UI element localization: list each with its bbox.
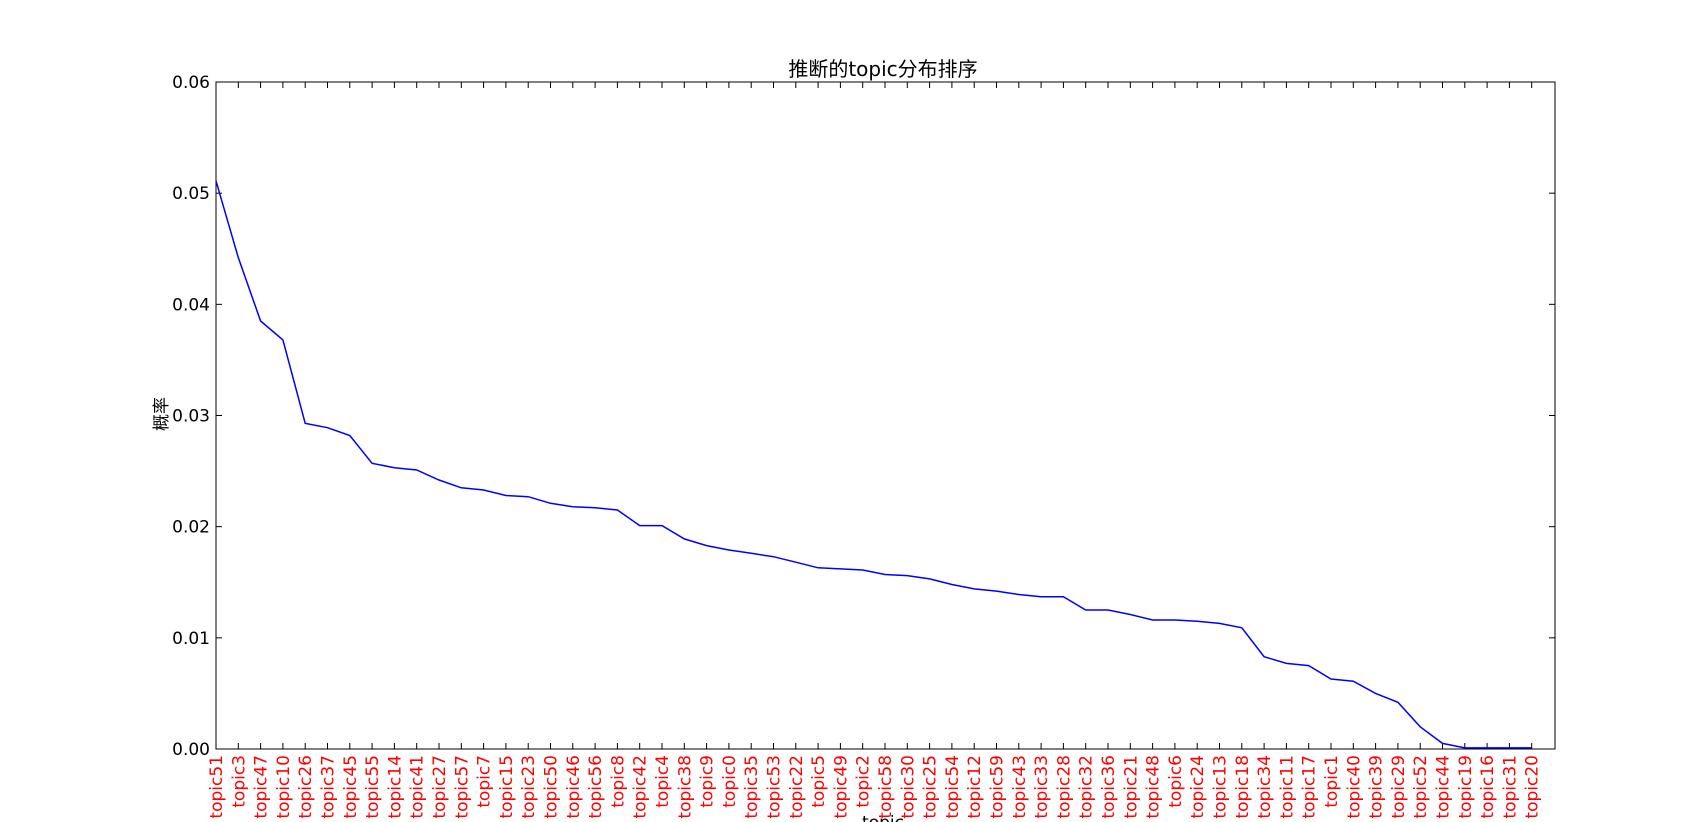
chart-title: 推断的topic分布排序 — [788, 57, 977, 81]
x-tick-label: topic47 — [252, 755, 272, 819]
x-tick-label: topic14 — [385, 755, 405, 819]
x-tick-label: topic31 — [1500, 755, 1520, 819]
x-tick-label: topic0 — [720, 755, 740, 808]
x-tick-label: topic24 — [1188, 755, 1208, 819]
x-tick-label: topic13 — [1211, 755, 1231, 819]
x-tick-label: topic20 — [1523, 755, 1543, 819]
y-tick-label: 0.00 — [172, 740, 210, 760]
x-tick-label: topic27 — [430, 755, 450, 819]
x-tick-label: topic28 — [1054, 755, 1074, 819]
x-tick-label: topic19 — [1456, 755, 1476, 819]
x-tick-label: topic23 — [519, 755, 539, 819]
x-tick-label: topic55 — [363, 755, 383, 819]
x-axis-label: topic — [862, 813, 904, 822]
x-tick-label: topic2 — [854, 755, 874, 808]
x-tick-label: topic17 — [1300, 755, 1320, 819]
x-tick-label: topic45 — [341, 755, 361, 819]
x-tick-label: topic44 — [1434, 755, 1454, 819]
x-tick-label: topic37 — [319, 755, 339, 819]
x-tick-label: topic48 — [1144, 755, 1164, 819]
y-axis-label: 概率 — [152, 397, 172, 431]
x-tick-label: topic49 — [831, 755, 851, 819]
y-tick-label: 0.02 — [172, 518, 210, 538]
y-tick-label: 0.05 — [172, 184, 210, 204]
series-line — [215, 180, 1532, 749]
x-tick-label: topic6 — [1166, 755, 1186, 808]
x-tick-label: topic33 — [1032, 755, 1052, 819]
x-tick-label: topic50 — [542, 755, 562, 819]
x-tick-label: topic3 — [229, 755, 249, 808]
x-tick-label: topic26 — [296, 755, 316, 819]
y-tick-label: 0.03 — [172, 407, 210, 427]
x-tick-label: topic7 — [475, 755, 495, 808]
x-tick-label: topic16 — [1478, 755, 1498, 819]
x-tick-label: topic58 — [876, 755, 896, 819]
x-tick-label: topic30 — [898, 755, 918, 819]
x-tick-label: topic8 — [608, 755, 628, 808]
x-tick-label: topic15 — [497, 755, 517, 819]
x-tick-label: topic4 — [653, 755, 673, 808]
y-tick-label: 0.06 — [172, 73, 210, 93]
x-tick-label: topic18 — [1233, 755, 1253, 819]
x-tick-label: topic32 — [1077, 755, 1097, 819]
x-tick-label: topic29 — [1389, 755, 1409, 819]
x-tick-label: topic21 — [1121, 755, 1141, 819]
x-tick-label: topic34 — [1255, 755, 1275, 819]
x-tick-label: topic46 — [564, 755, 584, 819]
x-tick-label: topic59 — [988, 755, 1008, 819]
x-tick-label: topic10 — [274, 755, 294, 819]
x-tick-label: topic12 — [965, 755, 985, 819]
x-tick-label: topic39 — [1367, 755, 1387, 819]
x-tick-label: topic40 — [1344, 755, 1364, 819]
x-tick-label: topic38 — [675, 755, 695, 819]
x-tick-label: topic43 — [1010, 755, 1030, 819]
x-tick-label: topic56 — [586, 755, 606, 819]
x-tick-label: topic35 — [742, 755, 762, 819]
y-tick-label: 0.01 — [172, 629, 210, 649]
x-tick-label: topic25 — [921, 755, 941, 819]
x-tick-label: topic42 — [631, 755, 651, 819]
x-tick-label: topic36 — [1099, 755, 1119, 819]
x-tick-label: topic22 — [787, 755, 807, 819]
x-tick-label: topic1 — [1322, 755, 1342, 808]
x-tick-label: topic11 — [1277, 755, 1297, 819]
x-tick-label: topic9 — [698, 755, 718, 808]
x-tick-label: topic54 — [943, 755, 963, 819]
x-tick-label: topic41 — [408, 755, 428, 819]
x-tick-label: topic5 — [809, 755, 829, 808]
x-tick-label: topic51 — [207, 755, 227, 819]
x-tick-label: topic53 — [765, 755, 785, 819]
x-tick-label: topic57 — [452, 755, 472, 819]
x-tick-label: topic52 — [1411, 755, 1431, 819]
y-tick-label: 0.04 — [172, 295, 210, 315]
